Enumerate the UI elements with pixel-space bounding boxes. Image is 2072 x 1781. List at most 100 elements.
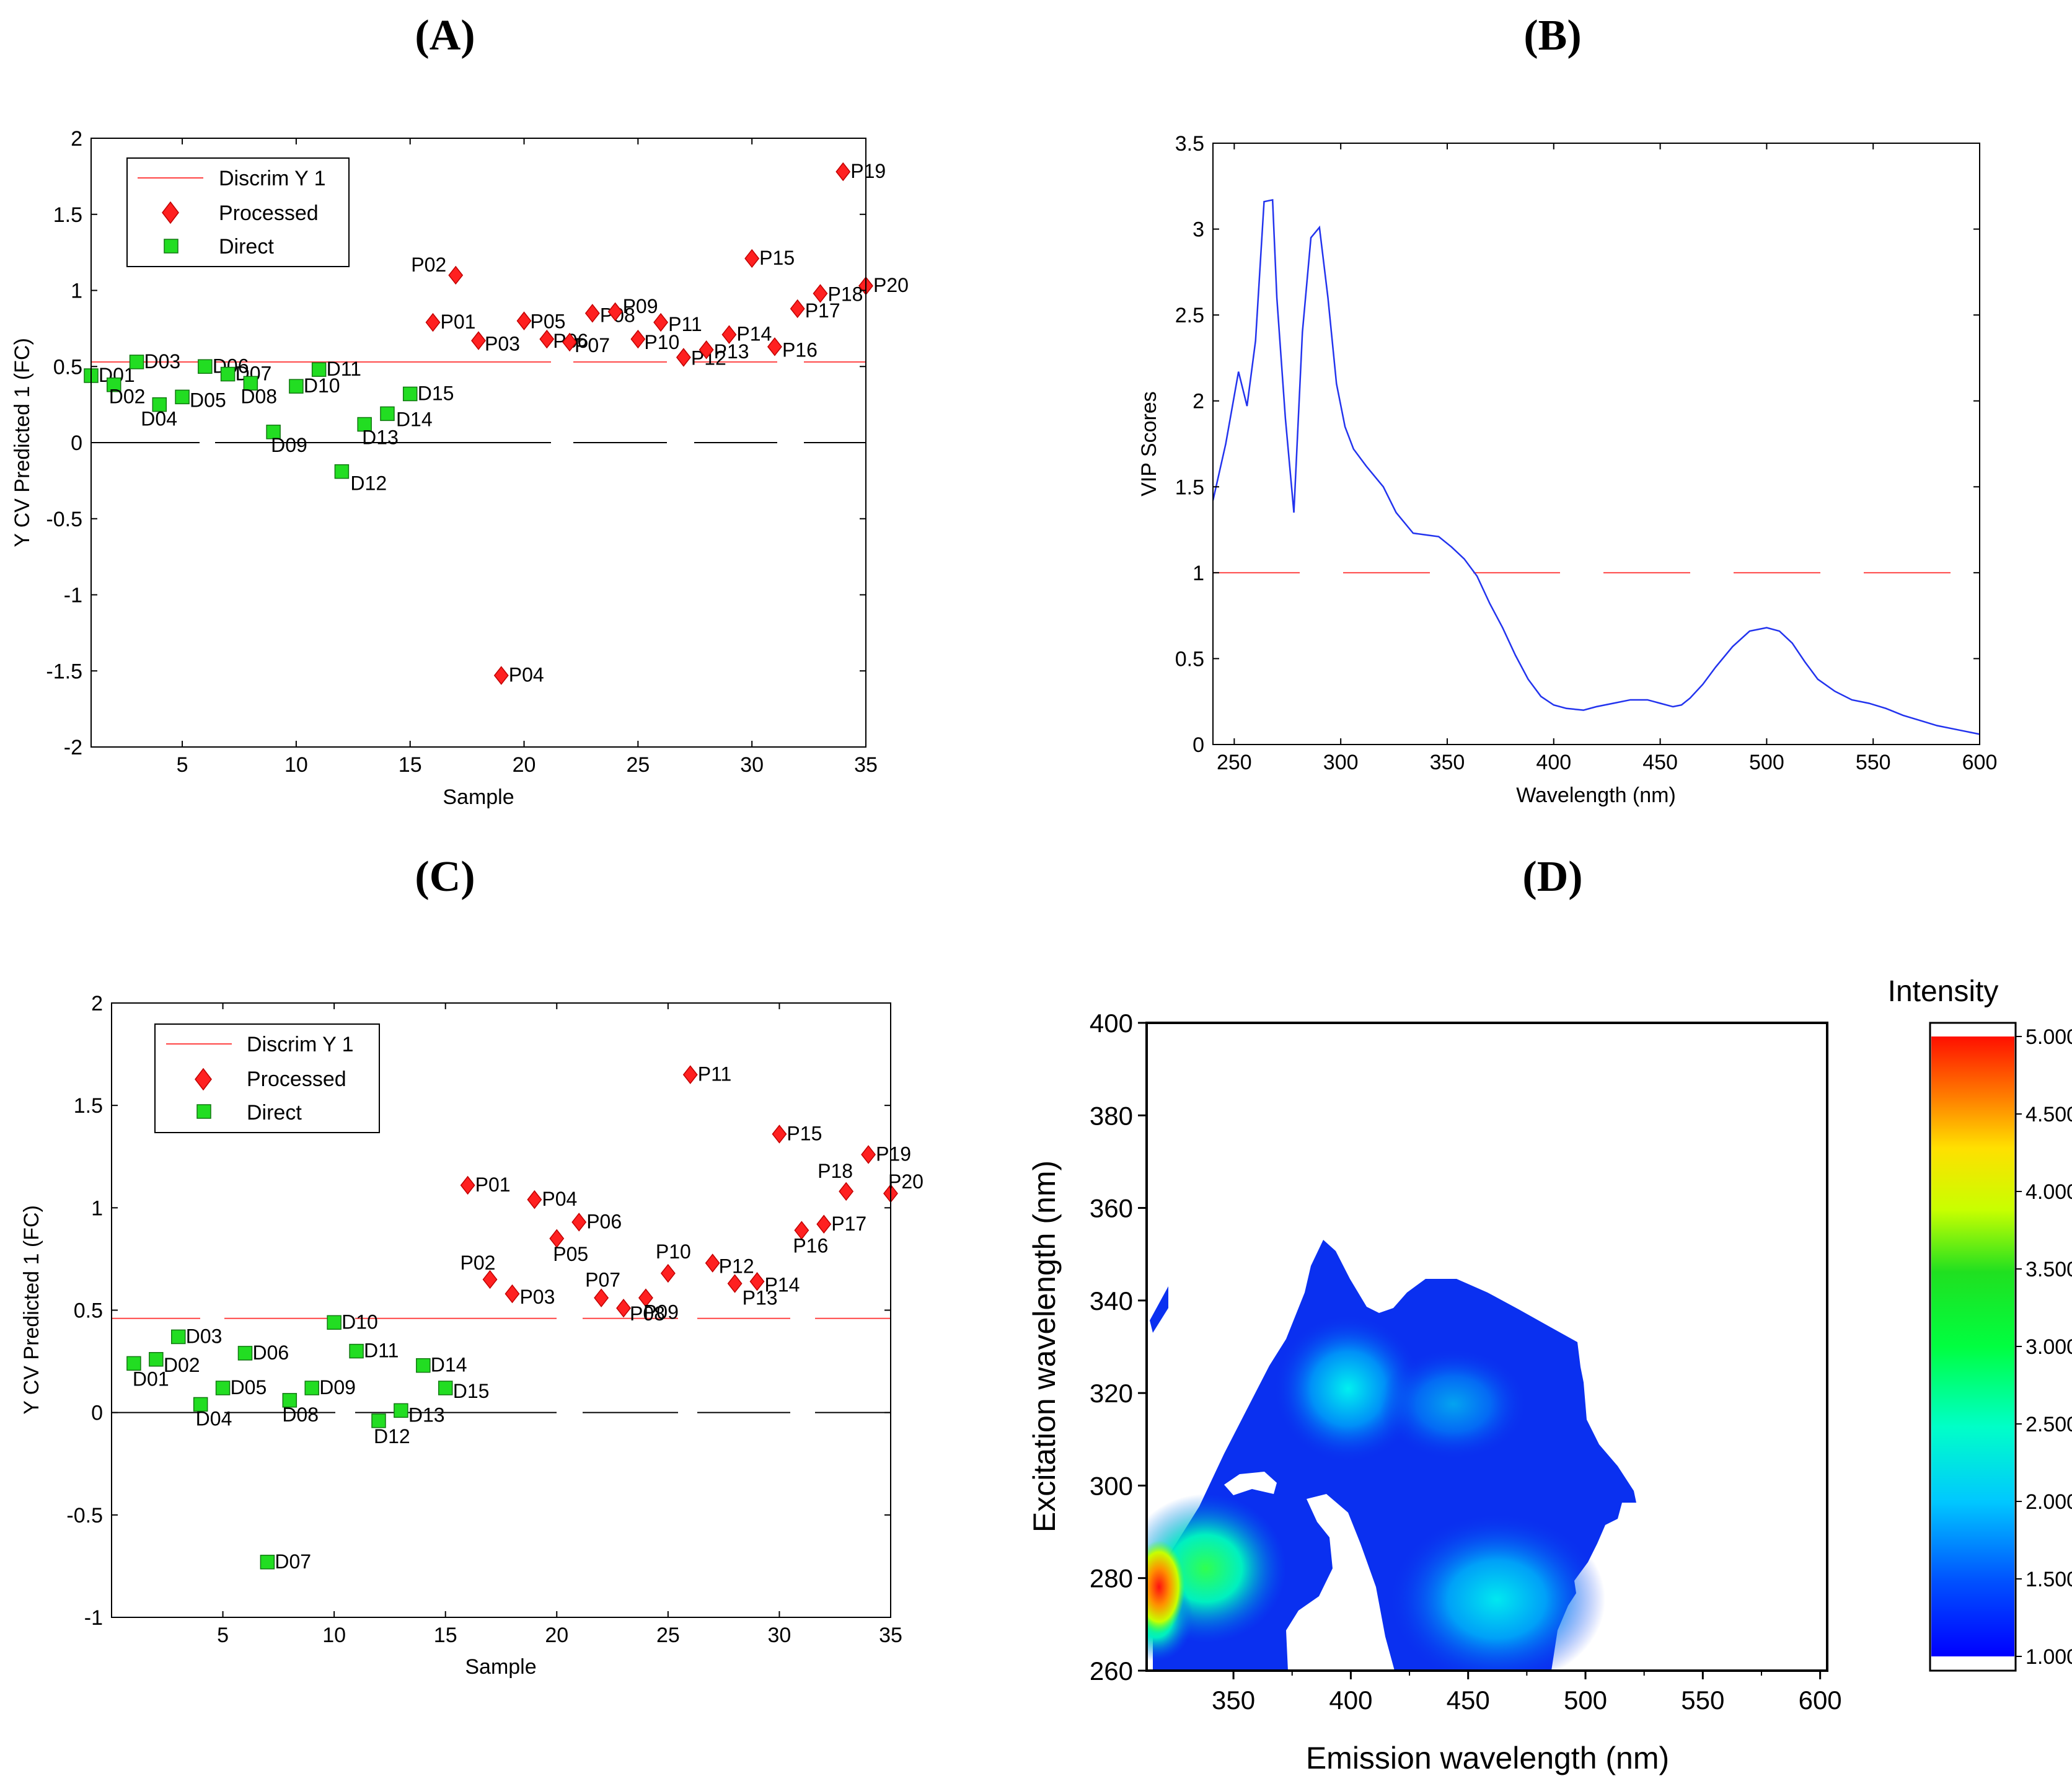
chart-c-ytick-label: -0.5 [66,1504,103,1527]
chart-a-point-label-p09: P09 [623,295,658,317]
chart-a-point-label-p04: P04 [509,664,544,686]
chart-a-point-d09 [266,425,281,440]
chart-c-xtick-label: 35 [879,1624,902,1647]
chart-c-point-label-p19: P19 [876,1142,911,1165]
chart-d-contour-fragment [1150,1286,1168,1333]
chart-a-point-p02 [448,265,464,285]
chart-c-legend-processed-label: Processed [247,1067,346,1091]
colorbar-tick-label: 4.500 [2026,1103,2072,1126]
chart-c-point-p06 [571,1213,587,1232]
chart-a-ytick-label: 1.5 [53,203,82,227]
chart-a-point-d10 [289,379,304,394]
chart-a-point-label-d12: D12 [350,472,387,495]
chart-c-legend: Discrim Y 1 Processed Direct [154,1023,380,1133]
colorbar-tick-label: 3.500 [2026,1258,2072,1281]
chart-a-point-d15 [402,386,418,402]
chart-a-xtick-label: 20 [513,753,536,777]
chart-a-point-p18 [813,284,828,303]
chart-c-point-label-p12: P12 [719,1255,754,1278]
chart-c-point-p08 [616,1298,631,1318]
chart-c-point-p17 [816,1214,832,1234]
chart-a-prediction-scatter: D01D02D03D04D05D06D07D08D09D10D11D12D13D… [11,127,909,809]
chart-a-ytick-label: 1 [71,280,82,303]
chart-a-legend-processed-swatch [162,201,179,224]
chart-a-point-label-p01: P01 [440,311,475,333]
chart-d-xtick-label: 450 [1447,1686,1490,1715]
chart-c-point-p10 [660,1263,676,1283]
chart-d-ytick-label: 400 [1090,1009,1133,1038]
colorbar-tick-label: 1.500 [2026,1568,2072,1591]
chart-b-ytick-label: 1 [1193,562,1204,585]
panel-letter-d: (D) [1522,853,1582,901]
chart-c-point-label-p09: P09 [643,1301,679,1324]
chart-a-point-p08 [584,304,600,323]
chart-c-xtick-label: 10 [322,1624,346,1647]
chart-c-point-label-d04: D04 [196,1407,232,1430]
chart-c-ytick-label: 1.5 [74,1094,103,1118]
chart-d-hotspot-red [1147,1540,1185,1633]
chart-c-point-label-d12: D12 [374,1425,410,1447]
colorbar-tick-label: 2.000 [2026,1490,2072,1514]
chart-c-point-p13 [727,1274,743,1293]
chart-a-point-label-p07: P07 [575,334,610,356]
chart-c-point-label-p01: P01 [475,1173,511,1196]
chart-c-point-p03 [505,1284,520,1304]
chart-b-ytick-label: 2.5 [1175,304,1204,327]
chart-c-point-d02 [149,1352,164,1367]
chart-a-point-label-p11: P11 [668,313,702,335]
chart-c-point-p05 [549,1229,565,1248]
chart-c-point-d04 [193,1397,208,1412]
chart-b-ytick-label: 1.5 [1175,475,1204,499]
chart-a-point-d11 [311,362,327,377]
chart-c-xlabel: Sample [465,1655,536,1679]
chart-a-legend: Discrim Y 1 Processed Direct [126,157,350,267]
chart-d-xtick-label: 550 [1681,1686,1724,1715]
chart-b-ytick-label: 0 [1193,733,1204,757]
chart-c-xtick-label: 5 [217,1624,229,1647]
chart-c-point-p04 [527,1190,542,1209]
chart-c-point-label-d02: D02 [164,1354,200,1376]
chart-a-point-p10 [630,329,646,349]
chart-a-xtick-label: 35 [854,753,878,777]
chart-c-point-label-p05: P05 [553,1243,588,1265]
chart-c-point-d08 [282,1393,298,1408]
chart-c-point-label-d08: D08 [282,1403,319,1426]
chart-a-point-p14 [721,325,737,344]
chart-a-point-label-p15: P15 [759,247,795,269]
chart-b-xlabel: Wavelength (nm) [1516,784,1676,807]
chart-a-point-label-p02: P02 [411,254,446,276]
chart-c-point-p02 [482,1270,498,1289]
chart-b-marks [1212,198,1980,735]
chart-c-point-label-p11: P11 [698,1063,732,1085]
chart-c-ytick-label: 2 [91,992,103,1015]
chart-d-ytick-label: 360 [1090,1194,1133,1223]
chart-a-point-d03 [129,355,144,369]
chart-b-xtick-label: 600 [1962,751,1998,774]
chart-d-ytick-label: 300 [1090,1471,1133,1500]
chart-b-vip-line [1212,198,1980,735]
chart-a-point-label-p14: P14 [736,323,772,345]
chart-c-point-label-p15: P15 [787,1122,822,1144]
chart-d-xtick-label: 600 [1799,1686,1842,1715]
chart-a-point-d08 [243,376,258,391]
chart-a-ytick-label: -1 [64,584,82,608]
chart-c-point-p15 [772,1125,787,1144]
chart-a-point-d13 [357,417,372,432]
chart-c-point-label-p08: P08 [630,1302,665,1325]
chart-c-point-d03 [170,1329,186,1345]
chart-c-ytick-label: 0.5 [74,1299,103,1323]
chart-a-ylabel: Y CV Predicted 1 (FC) [11,338,34,547]
chart-c-point-d01 [126,1356,141,1371]
chart-c-point-p19 [861,1145,876,1164]
chart-a-point-label-d03: D03 [144,350,181,373]
chart-a-point-label-d10: D10 [304,374,340,397]
chart-a-point-label-d13: D13 [362,426,399,449]
colorbar-ticks: 1.000 1.500 2.000 2.500 3.000 3.500 4.000 4.500… [2016,1025,2072,1669]
chart-c-ytick-label: -1 [84,1606,103,1630]
chart-a-xtick-label: 10 [284,753,308,777]
chart-c-point-label-p03: P03 [519,1286,555,1308]
chart-c-point-label-p14: P14 [765,1273,800,1296]
chart-c-point-label-d06: D06 [252,1341,289,1364]
chart-a-point-label-p20: P20 [873,274,909,296]
chart-a-xtick-label: 15 [399,753,422,777]
